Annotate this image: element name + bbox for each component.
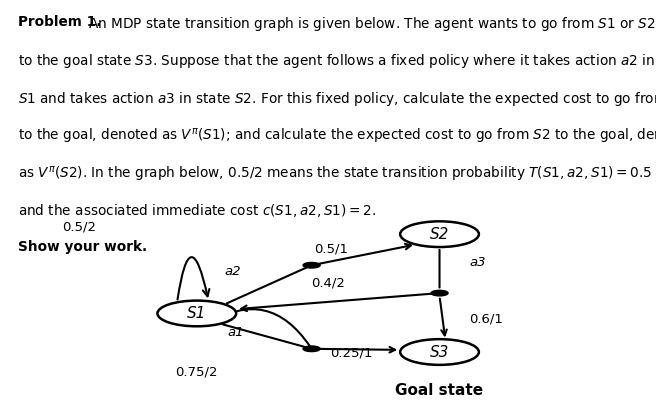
Text: 0.25/1: 0.25/1 <box>330 346 372 360</box>
Text: 0.5/1: 0.5/1 <box>314 243 348 256</box>
FancyArrowPatch shape <box>178 257 209 300</box>
Text: a1: a1 <box>228 326 245 339</box>
Circle shape <box>157 301 236 326</box>
Text: and the associated immediate cost $c(S1, a2, S1) = 2$.: and the associated immediate cost $c(S1,… <box>18 202 377 220</box>
Text: Problem 1.: Problem 1. <box>18 15 102 29</box>
Text: a3: a3 <box>469 255 485 269</box>
Text: S1: S1 <box>187 306 207 321</box>
Text: Show your work.: Show your work. <box>18 240 148 254</box>
Text: $S1$ and takes action $a3$ in state $S2$. For this fixed policy, calculate the e: $S1$ and takes action $a3$ in state $S2$… <box>18 90 656 108</box>
Text: Goal state: Goal state <box>396 383 483 398</box>
Circle shape <box>400 221 479 247</box>
Text: 0.6/1: 0.6/1 <box>469 312 503 325</box>
Text: as $V^{\pi}(S2)$. In the graph below, 0.5/2 means the state transition probabili: as $V^{\pi}(S2)$. In the graph below, 0.… <box>18 165 653 184</box>
Text: S3: S3 <box>430 344 449 360</box>
Text: to the goal, denoted as $V^{\pi}(S1)$; and calculate the expected cost to go fro: to the goal, denoted as $V^{\pi}(S1)$; a… <box>18 127 656 147</box>
Text: a2: a2 <box>224 265 241 278</box>
Text: to the goal state $S3$. Suppose that the agent follows a fixed policy where it t: to the goal state $S3$. Suppose that the… <box>18 52 656 70</box>
Text: 0.75/2: 0.75/2 <box>176 366 218 379</box>
Circle shape <box>400 339 479 365</box>
Text: S2: S2 <box>430 227 449 242</box>
Circle shape <box>303 262 320 268</box>
Circle shape <box>303 346 320 351</box>
Text: An MDP state transition graph is given below. The agent wants to go from $S1$ or: An MDP state transition graph is given b… <box>84 15 655 33</box>
Circle shape <box>431 290 448 296</box>
Text: 0.4/2: 0.4/2 <box>311 277 345 290</box>
Text: 0.5/2: 0.5/2 <box>62 220 96 233</box>
